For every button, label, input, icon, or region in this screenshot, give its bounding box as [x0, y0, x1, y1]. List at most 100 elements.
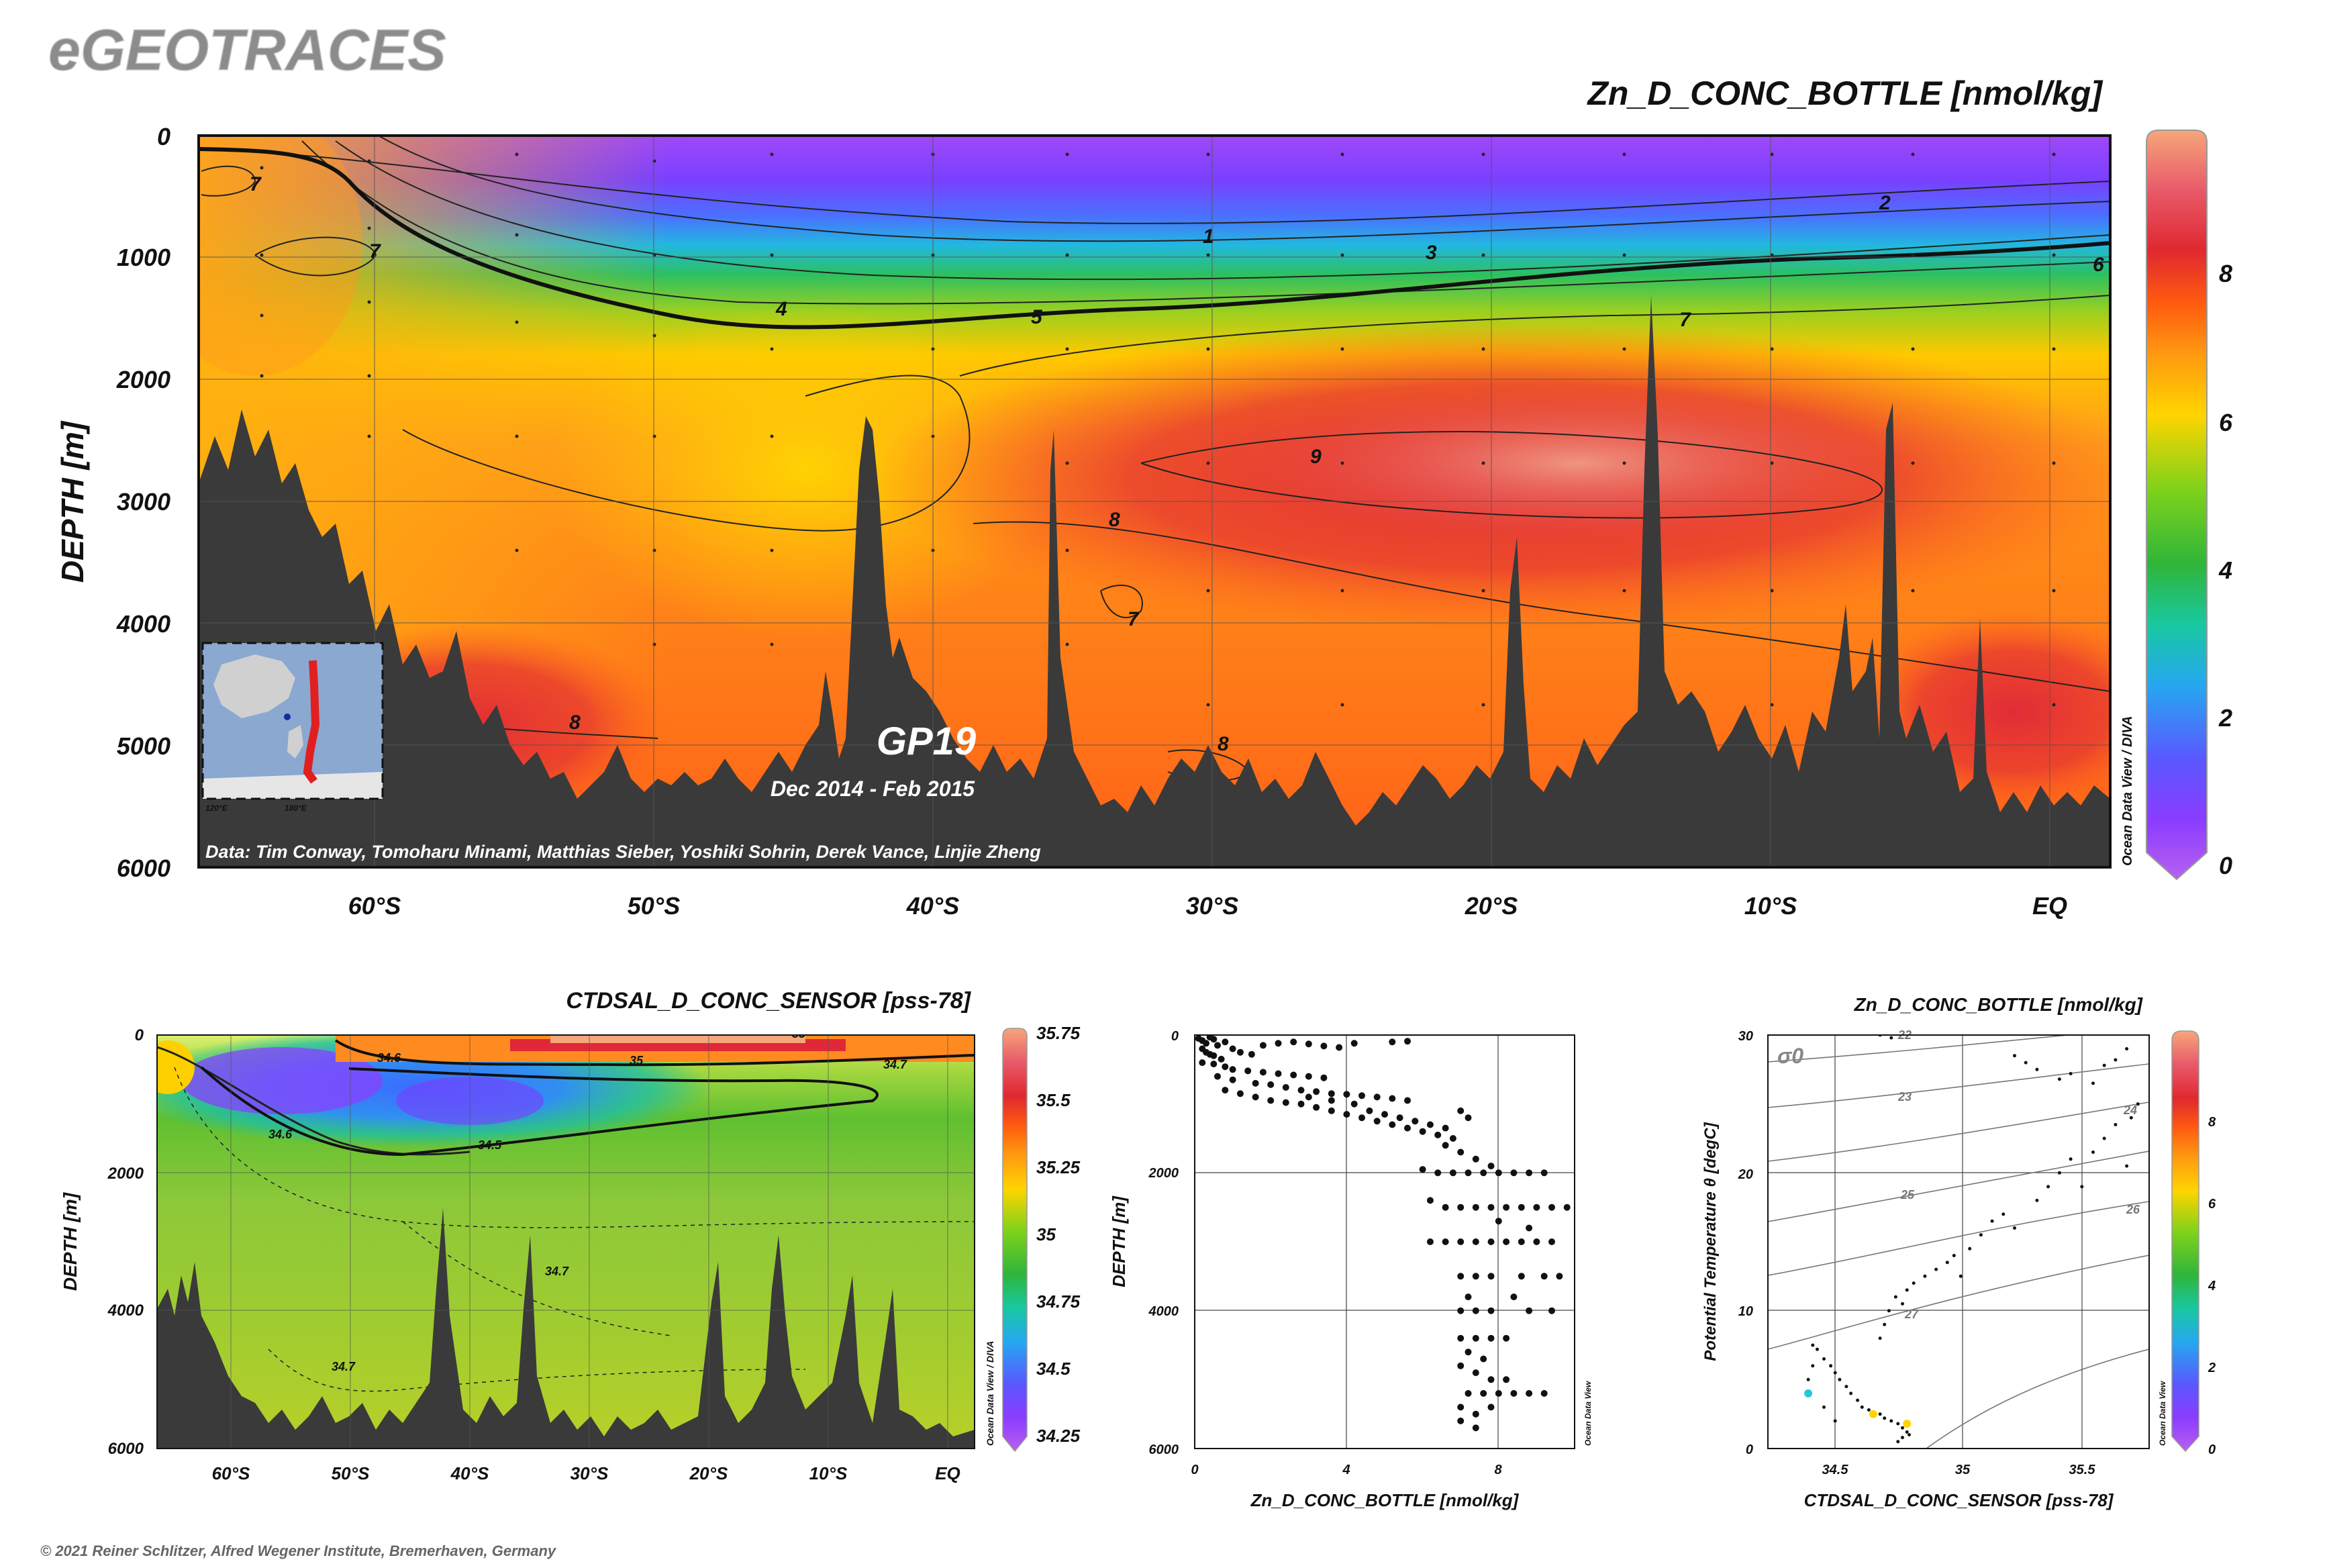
sal-plot-area: 35 34.6 35 34.7 34.6 34.5 34.7 34.7	[157, 1035, 975, 1449]
sal-contour-label: 34.7	[883, 1058, 907, 1071]
ts-colorbar: 0 2 4 6 8	[2171, 1030, 2216, 1457]
zn-data-point	[1426, 1197, 1434, 1204]
zn-data-point	[1510, 1293, 1518, 1301]
zn-data-point	[1457, 1334, 1465, 1342]
zn-x-tick: 8	[1494, 1463, 1502, 1477]
zn-data-point	[1404, 1097, 1411, 1104]
zn-data-point	[1218, 1055, 1225, 1063]
inset-lon-label: 120°E	[205, 803, 228, 813]
zn-data-point	[1412, 1118, 1419, 1125]
sal-x-tick: 20°S	[689, 1463, 728, 1483]
zn-data-point	[1373, 1093, 1381, 1101]
zn-data-point	[1503, 1376, 1510, 1383]
zn-data-point	[1472, 1334, 1479, 1342]
zn-data-point	[1465, 1169, 1472, 1177]
sal-y-tick: 0	[135, 1026, 144, 1044]
x-tick-label: 60°S	[348, 892, 401, 920]
zn-data-point	[1487, 1307, 1495, 1314]
zn-x-axis-label: Zn_D_CONC_BOTTLE [nmol/kg]	[1250, 1490, 1520, 1510]
sal-contour-34-5	[200, 1066, 879, 1157]
zn-data-point	[1252, 1093, 1259, 1101]
zn-data-point	[1457, 1273, 1465, 1280]
ts-data-point	[2091, 1150, 2095, 1154]
top-colorbar: 0 2 4 6 8	[2146, 130, 2233, 881]
zn-data-point	[1503, 1334, 1510, 1342]
y-tick-label: 1000	[117, 244, 170, 271]
ts-data-point	[2080, 1185, 2084, 1189]
zn-data-point	[1320, 1042, 1328, 1050]
zn-data-point	[1259, 1069, 1267, 1076]
zn-data-point	[1487, 1204, 1495, 1211]
x-tick-label: 50°S	[628, 892, 680, 920]
inset-lon-label: 180°E	[285, 803, 307, 813]
ts-y-tick: 20	[1738, 1167, 1753, 1182]
sal-chart-title: CTDSAL_D_CONC_SENSOR [pss-78]	[566, 988, 971, 1014]
ts-data-point	[2136, 1102, 2140, 1106]
ts-highlight-point	[1903, 1420, 1912, 1428]
ts-data-point	[2102, 1063, 2106, 1067]
zn-data-point	[1350, 1100, 1358, 1108]
colorbar-tick: 8	[2219, 260, 2232, 287]
ts-x-axis-label: CTDSAL_D_CONC_SENSOR [pss-78]	[1804, 1490, 2114, 1510]
x-tick-label: 40°S	[906, 892, 959, 920]
ts-colorbar-tick: 8	[2208, 1115, 2216, 1130]
zn-data-point	[1373, 1118, 1381, 1125]
zn-data-point	[1229, 1045, 1236, 1052]
zn-data-point	[1210, 1036, 1218, 1043]
ts-data-point	[2102, 1136, 2106, 1140]
zn-data-point	[1442, 1124, 1449, 1132]
zn-data-point	[1381, 1111, 1388, 1118]
zn-data-point	[1313, 1088, 1320, 1095]
ts-data-point	[1901, 1436, 1904, 1440]
ts-y-axis-label: Potential Temperature θ [degC]	[1701, 1122, 1720, 1361]
ts-data-point	[2001, 1212, 2006, 1216]
ts-data-point	[1896, 1440, 1900, 1444]
isopycnal-label: 25	[1900, 1188, 1915, 1202]
zn-data-point	[1297, 1100, 1305, 1108]
ts-data-point	[1901, 1426, 1904, 1430]
ts-y-tick: 10	[1738, 1304, 1753, 1319]
sal-x-tick: 50°S	[332, 1463, 370, 1483]
zn-data-point	[1210, 1061, 1218, 1068]
top-field-salmon-core	[1228, 383, 1926, 544]
top-grid	[199, 136, 2110, 867]
ts-y-tick: 0	[1746, 1442, 1753, 1457]
zn-data-point	[1442, 1204, 1449, 1211]
colorbar-tick: 0	[2219, 852, 2232, 879]
zn-data-point	[1229, 1066, 1236, 1073]
zn-data-point	[1222, 1038, 1229, 1046]
sal-contour-label: 34.6	[377, 1051, 401, 1065]
zn-y-tick: 6000	[1149, 1442, 1179, 1457]
sal-purple	[181, 1047, 383, 1114]
sal-y-axis-label: DEPTH [m]	[60, 1191, 81, 1291]
ts-data-point	[1959, 1274, 1963, 1278]
ts-data-point	[1887, 1309, 1891, 1313]
contour-label: 8	[1109, 509, 1120, 531]
zn-data-point	[1389, 1121, 1396, 1128]
zn-data-point	[1328, 1097, 1335, 1104]
ts-plot-frame	[1767, 1034, 2150, 1449]
x-tick-label: EQ	[2032, 892, 2067, 920]
zn-data-point	[1426, 1238, 1434, 1245]
ts-data-point	[1952, 1254, 1956, 1257]
ts-y-tick: 30	[1738, 1029, 1753, 1044]
contour-3	[335, 140, 2110, 281]
isopycnal-label: 26	[2126, 1203, 2140, 1216]
ts-data-point	[1816, 1347, 1819, 1351]
ts-highlight-point	[1804, 1389, 1813, 1398]
ts-data-point	[1905, 1288, 1909, 1292]
sal-colorbar-tick: 34.75	[1036, 1291, 1081, 1312]
zn-data-point	[1350, 1040, 1358, 1047]
zn-data-point	[1487, 1273, 1495, 1280]
top-chart-title: Zn_D_CONC_BOTTLE [nmol/kg]	[1586, 75, 2103, 112]
sal-grid	[157, 1035, 975, 1449]
zn-data-point	[1465, 1389, 1472, 1397]
ts-data-point	[2114, 1058, 2118, 1062]
zn-data-point	[1526, 1224, 1533, 1232]
y-tick-label: 3000	[117, 488, 170, 516]
isopycnal-label: 27	[1904, 1308, 1919, 1321]
sal-surface-salmon	[550, 1035, 805, 1043]
zn-data-point	[1472, 1424, 1479, 1432]
zn-data-point	[1457, 1238, 1465, 1245]
zn-data-point	[1259, 1042, 1267, 1049]
